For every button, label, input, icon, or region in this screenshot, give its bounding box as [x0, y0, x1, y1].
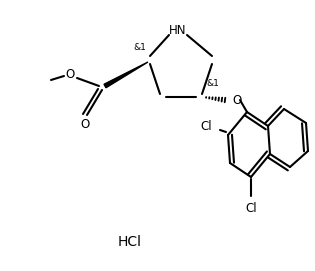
Text: &1: &1	[134, 43, 146, 51]
Text: O: O	[66, 67, 75, 80]
Text: &1: &1	[207, 79, 220, 89]
Text: O: O	[80, 118, 90, 131]
Text: HCl: HCl	[118, 235, 142, 249]
Text: Cl: Cl	[245, 202, 257, 215]
Text: HN: HN	[169, 24, 187, 37]
Text: Cl: Cl	[200, 120, 212, 133]
Polygon shape	[104, 62, 148, 88]
Text: O: O	[232, 93, 242, 107]
